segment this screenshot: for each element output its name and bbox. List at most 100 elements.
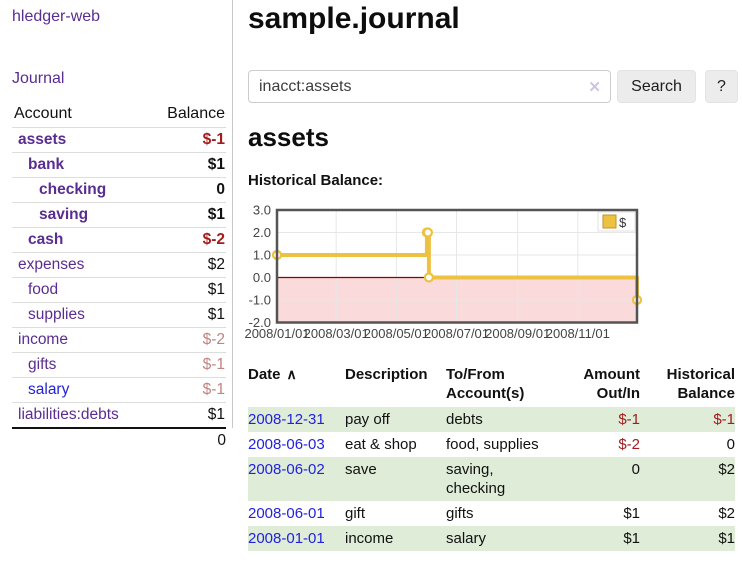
register-row: 2008-06-01 gift gifts $1 $2	[248, 501, 735, 526]
account-row-gifts: gifts $-1	[12, 352, 226, 378]
transaction-balance: $-1	[640, 407, 735, 432]
account-link-gifts[interactable]: gifts	[28, 356, 57, 373]
accounts-column-header: To/From Account(s)	[446, 366, 525, 402]
data-point-marker	[423, 272, 434, 283]
account-balance: $1	[148, 277, 226, 303]
accounts-total-value: 0	[148, 427, 226, 453]
accounts-total-row: 0	[12, 427, 226, 453]
plot-border	[275, 208, 639, 324]
register-header-row: Date ∧ Description To/From Account(s) Amo…	[248, 361, 735, 407]
balance-column-header: Historical Balance	[666, 366, 735, 402]
account-row-bank: bank $1	[12, 152, 226, 178]
y-axis-tick-label: 2.0	[253, 225, 271, 240]
transaction-amount: $1	[623, 505, 640, 522]
x-axis-tick-label: 2008/07/01	[424, 326, 489, 341]
transaction-description: save	[345, 457, 446, 501]
app-brand-link[interactable]: hledger-web	[12, 8, 101, 25]
account-balance: 0	[148, 177, 226, 203]
account-link-income[interactable]: income	[18, 331, 68, 348]
account-link-assets[interactable]: assets	[18, 131, 67, 148]
transaction-amount: $-1	[562, 407, 640, 432]
account-balance: $-1	[148, 352, 226, 378]
transaction-balance: $2	[640, 457, 735, 501]
account-row-income: income $-2	[12, 327, 226, 353]
balance-column-header: Balance	[167, 105, 225, 122]
account-row-checking: checking 0	[12, 177, 226, 203]
y-axis-tick-label: 0.0	[253, 270, 271, 285]
transaction-accounts: saving, checking	[446, 457, 562, 501]
account-heading: assets	[248, 122, 329, 152]
amount-column-header: Amount Out/In	[583, 366, 640, 402]
description-column-header: Description	[345, 366, 428, 383]
transaction-amount: 0	[562, 457, 640, 501]
account-row-food: food $1	[12, 277, 226, 303]
x-axis-tick-label: 2008/03/01	[304, 326, 369, 341]
account-link-expenses[interactable]: expenses	[18, 256, 85, 273]
main-content: sample.journal ✕ Search ? assets Histori…	[244, 0, 742, 582]
account-balance: $1	[148, 402, 226, 428]
balance-chart: $3.0 2.0 1.0 0.0 -1.0 -2.0 2008/01/01 2008/03/0…	[244, 203, 742, 348]
account-balance: $1	[148, 202, 226, 228]
account-balance: $-1	[148, 377, 226, 403]
transaction-description: pay off	[345, 407, 446, 432]
x-axis-tick-label: 2008/05/01	[364, 326, 429, 341]
legend-label: $	[619, 215, 627, 230]
x-axis-tick-label: 2008/09/01	[485, 326, 550, 341]
register-row: 2008-06-03 eat & shop food, supplies $-2…	[248, 432, 735, 457]
transaction-balance: $2	[718, 505, 735, 522]
account-row-supplies: supplies $1	[12, 302, 226, 328]
account-row-cash: cash $-2	[12, 227, 226, 253]
account-row-liabilities-debts: liabilities:debts $1	[12, 402, 226, 428]
account-balance: $2	[148, 252, 226, 278]
transaction-date-link[interactable]: 2008-12-31	[248, 411, 325, 428]
account-link-bank[interactable]: bank	[28, 156, 65, 173]
account-row-assets: assets $-1	[12, 127, 226, 153]
date-column-header[interactable]: Date ∧	[248, 366, 297, 383]
y-axis-tick-label: -1.0	[249, 293, 271, 308]
account-link-cash[interactable]: cash	[28, 231, 64, 248]
sidebar-item-journal[interactable]: Journal	[12, 70, 65, 87]
register-table: Date ∧ Description To/From Account(s) Amo…	[248, 361, 735, 551]
transaction-description: gift	[345, 505, 366, 522]
register-row: 2008-01-01 income salary $1 $1	[248, 526, 735, 551]
account-balance: $-2	[148, 327, 226, 353]
account-link-checking[interactable]: checking	[39, 181, 107, 198]
transaction-date-link[interactable]: 2008-01-01	[248, 530, 325, 547]
transaction-accounts: gifts	[446, 505, 474, 522]
x-axis-tick-label: 2008/11/01	[546, 326, 610, 341]
transaction-date-link[interactable]: 2008-06-02	[248, 461, 325, 478]
account-balance: $1	[148, 302, 226, 328]
account-link-salary[interactable]: salary	[28, 381, 70, 398]
account-link-supplies[interactable]: supplies	[28, 306, 85, 323]
transaction-amount: $-2	[618, 436, 640, 453]
y-axis-tick-label: 1.0	[253, 248, 271, 263]
account-row-expenses: expenses $2	[12, 252, 226, 278]
account-link-food[interactable]: food	[28, 281, 59, 298]
x-axis-tick-label: 2008/01/01	[244, 326, 309, 341]
transaction-balance: 0	[726, 436, 735, 453]
transaction-date-link[interactable]: 2008-06-01	[248, 505, 325, 522]
transaction-date-link[interactable]: 2008-06-03	[248, 436, 325, 453]
legend-swatch	[602, 214, 617, 229]
data-point-marker	[422, 227, 434, 238]
register-row: 2008-12-31 pay off debts $-1 $-1	[248, 407, 735, 432]
search-form: ✕ Search ?	[248, 70, 742, 103]
account-balance: $-2	[148, 227, 226, 253]
account-row-salary: salary $-1	[12, 377, 226, 403]
transaction-description: income	[345, 526, 446, 551]
search-input[interactable]	[259, 72, 584, 101]
y-axis-tick-label: 3.0	[253, 203, 271, 218]
balance-chart-canvas: $3.0 2.0 1.0 0.0 -1.0 -2.02008/01/012008/03/0…	[244, 203, 643, 341]
account-link-liabilities-debts[interactable]: liabilities:debts	[18, 406, 119, 423]
transaction-accounts: food, supplies	[446, 436, 539, 453]
y-axis-tick-label: -2.0	[249, 315, 271, 330]
account-column-header: Account	[14, 105, 72, 122]
transaction-description: eat & shop	[345, 436, 417, 453]
help-button[interactable]: ?	[705, 70, 738, 103]
account-link-saving[interactable]: saving	[39, 206, 89, 223]
clear-search-icon[interactable]: ✕	[588, 79, 601, 96]
search-button[interactable]: Search	[617, 70, 696, 103]
sort-asc-icon: ∧	[286, 366, 297, 382]
account-balance-table: Account Balance assets $-1 bank $1 check…	[12, 102, 226, 453]
transaction-accounts: salary	[446, 526, 562, 551]
